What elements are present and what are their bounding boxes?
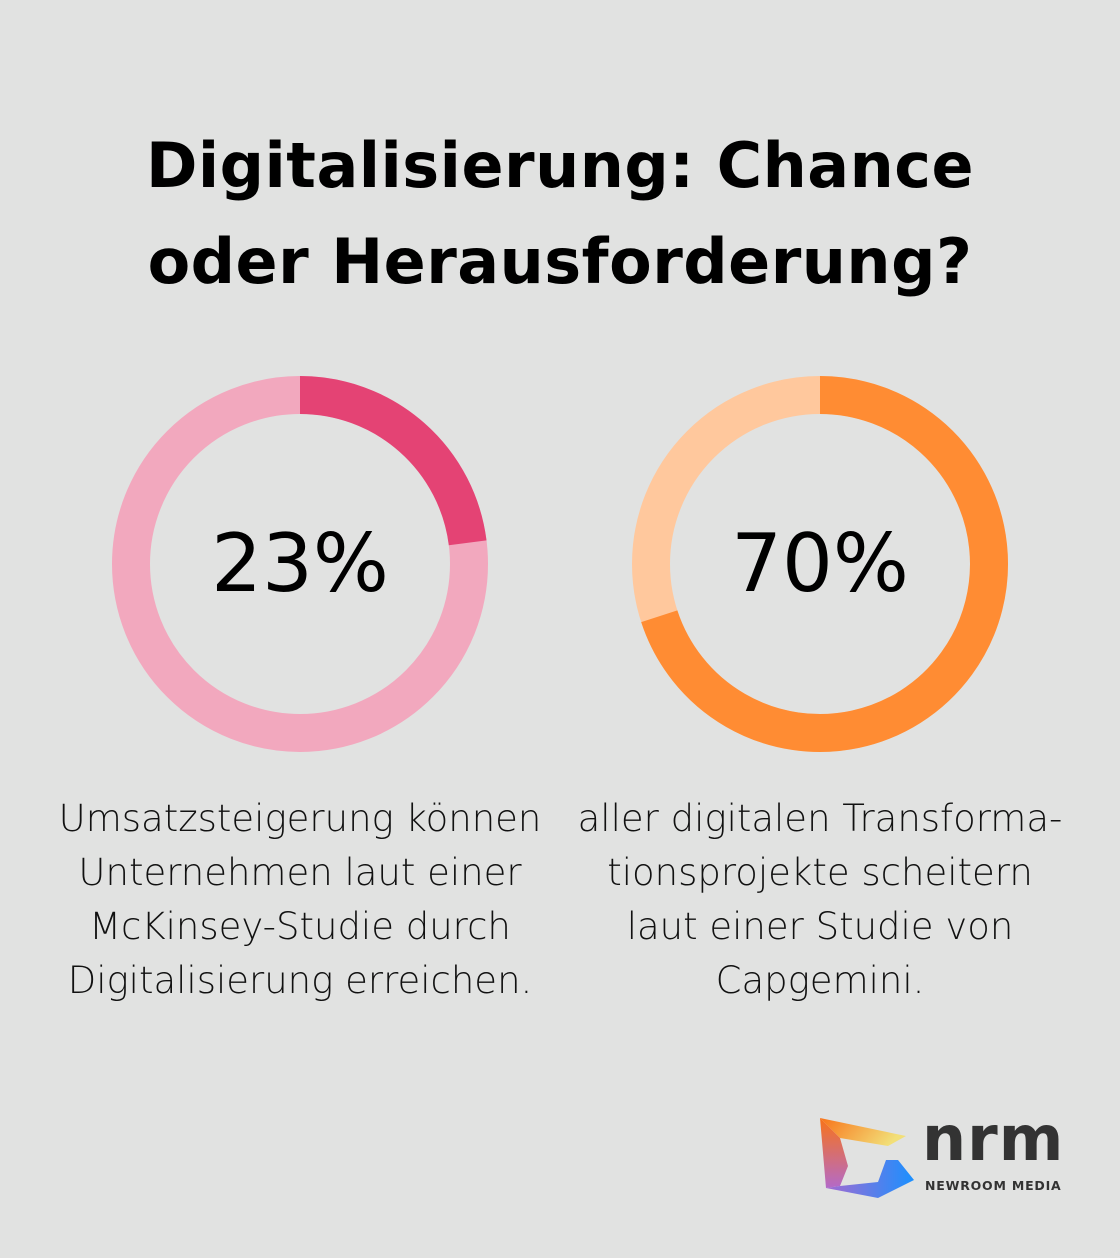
donut-svg	[112, 376, 488, 752]
donut-chart-2: 70%	[630, 374, 1010, 754]
data-label: 70%	[731, 517, 909, 610]
donut-value-segment	[641, 376, 1008, 752]
logo-name: nrm	[922, 1102, 1065, 1175]
caption-line: Umsatzsteigerung können	[58, 797, 542, 840]
logo-subtitle: NEWROOM MEDIA	[925, 1178, 1062, 1193]
caption-2: aller digitalen Transforma- tionsprojekt…	[570, 792, 1070, 1008]
caption-line: tionsprojekte scheitern	[607, 851, 1033, 894]
caption-line: Digitalisierung erreichen.	[67, 959, 533, 1002]
caption-line: laut einer Studie von	[626, 905, 1014, 948]
caption-line: Unternehmen laut einer	[78, 851, 522, 894]
data-label: 23%	[211, 517, 389, 610]
caption-line: aller digitalen Transforma-	[577, 797, 1063, 840]
donut-value-segment	[299, 376, 487, 546]
title-line-2: oder Herausforderung?	[147, 225, 973, 298]
caption-line: McKinsey-Studie durch	[89, 905, 511, 948]
caption-line: Capgemini.	[715, 959, 925, 1002]
logo: nrm NEWROOM MEDIA	[818, 1102, 1068, 1202]
page-title: Digitalisierung: Chance oder Herausforde…	[0, 118, 1120, 310]
logo-mark-icon	[820, 1118, 914, 1198]
donut-svg	[632, 376, 1008, 752]
caption-1: Umsatzsteigerung können Unternehmen laut…	[50, 792, 550, 1008]
donut-chart-1: 23%	[110, 374, 490, 754]
title-line-1: Digitalisierung: Chance	[145, 129, 975, 202]
